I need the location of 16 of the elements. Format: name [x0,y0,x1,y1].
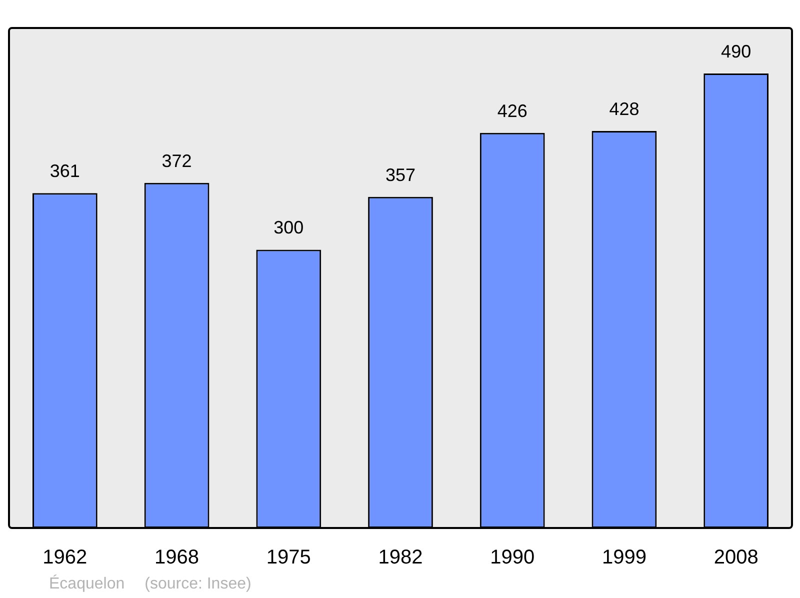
data-label: 300 [274,218,304,238]
data-label: 361 [50,161,80,182]
text: (source: Insee) [144,575,252,592]
data-label: 428 [609,98,640,119]
x-tick-label: 1990 [490,546,535,569]
x-tick-label: 1982 [378,546,423,569]
x-tick-label: 2008 [714,546,758,569]
x-tick-label: 1962 [42,546,88,569]
data-label: 372 [162,150,192,171]
data-label: 357 [385,164,416,185]
x-tick-label: 1968 [154,546,200,569]
data-label: 426 [497,100,528,121]
x-tick-label: 1999 [602,546,646,569]
text: Écaquelon [49,574,125,592]
x-tick-label: 1975 [266,546,311,569]
data-label: 490 [721,41,752,62]
